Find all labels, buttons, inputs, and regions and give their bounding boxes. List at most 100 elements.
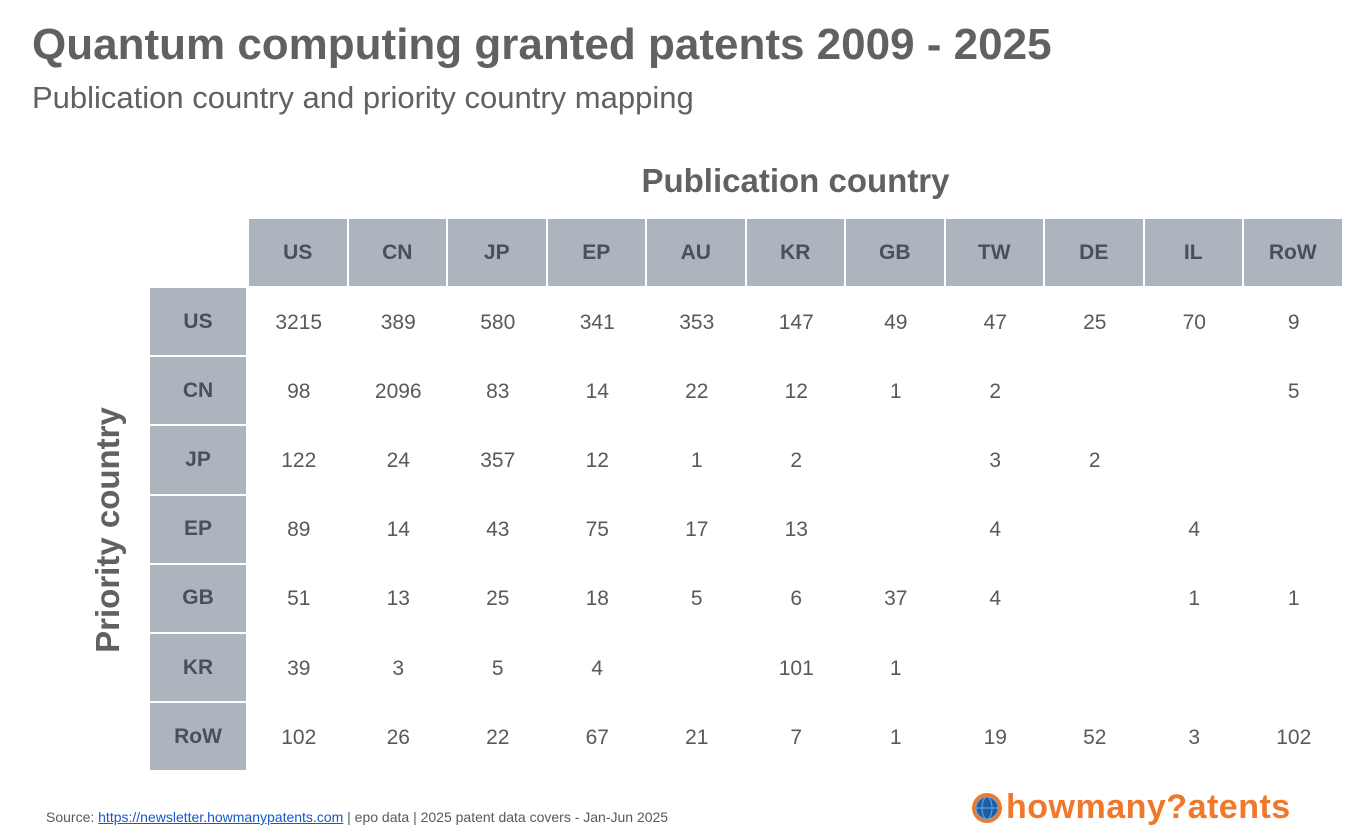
source-link[interactable]: https://newsletter.howmanypatents.com <box>98 809 343 825</box>
priority-country-axis-label: Priority country <box>89 407 127 653</box>
table-cell: 14 <box>349 496 449 565</box>
table-cell <box>946 634 1046 703</box>
row-header-us: US <box>150 288 246 355</box>
table-cell: 3 <box>946 426 1046 495</box>
table-cell: 22 <box>647 357 747 426</box>
table-cell: 2 <box>747 426 847 495</box>
source-prefix: Source: <box>46 809 98 825</box>
table-cell: 4 <box>946 565 1046 634</box>
table-cell: 24 <box>349 426 449 495</box>
row-header-ep: EP <box>150 496 246 563</box>
table-cell: 1 <box>846 634 946 703</box>
table-cell: 1 <box>846 357 946 426</box>
table-cell: 2096 <box>349 357 449 426</box>
table-cell: 357 <box>448 426 548 495</box>
table-cell: 25 <box>448 565 548 634</box>
row-header-kr: KR <box>150 634 246 701</box>
source-suffix: | epo data | 2025 patent data covers - J… <box>343 809 668 825</box>
table-cell: 3 <box>349 634 449 703</box>
table-cell <box>1145 634 1245 703</box>
col-header-ep: EP <box>548 219 646 286</box>
table-cell: 341 <box>548 288 648 357</box>
col-header-jp: JP <box>448 219 546 286</box>
table-cell: 67 <box>548 703 648 772</box>
table-cell: 4 <box>1145 496 1245 565</box>
table-cell: 43 <box>448 496 548 565</box>
col-header-us: US <box>249 219 347 286</box>
row-header-row: RoW <box>150 703 246 770</box>
publication-country-axis-label: Publication country <box>249 162 1342 200</box>
table-cell: 47 <box>946 288 1046 357</box>
table-cell: 6 <box>747 565 847 634</box>
col-header-cn: CN <box>349 219 447 286</box>
table-cell: 353 <box>647 288 747 357</box>
table-cell: 102 <box>1244 703 1344 772</box>
table-cell: 2 <box>946 357 1046 426</box>
table-cell: 580 <box>448 288 548 357</box>
table-cell: 5 <box>647 565 747 634</box>
chart-title: Quantum computing granted patents 2009 -… <box>32 20 1052 70</box>
table-cell: 12 <box>747 357 847 426</box>
table-cell: 83 <box>448 357 548 426</box>
table-cell <box>1045 496 1145 565</box>
table-cell <box>1145 426 1245 495</box>
table-cell <box>1244 634 1344 703</box>
table-cell <box>846 426 946 495</box>
table-cell: 22 <box>448 703 548 772</box>
table-cell <box>1045 357 1145 426</box>
table-cell: 1 <box>1145 565 1245 634</box>
table-cell: 89 <box>249 496 349 565</box>
table-cell <box>1045 565 1145 634</box>
table-cell: 70 <box>1145 288 1245 357</box>
table-cell: 147 <box>747 288 847 357</box>
table-cell: 75 <box>548 496 648 565</box>
table-cell <box>1045 634 1145 703</box>
table-cell <box>846 496 946 565</box>
source-footer: Source: https://newsletter.howmanypatent… <box>46 809 668 825</box>
table-cell: 14 <box>548 357 648 426</box>
table-cell: 1 <box>647 426 747 495</box>
table-cell: 1 <box>846 703 946 772</box>
table-cell: 39 <box>249 634 349 703</box>
table-cell: 21 <box>647 703 747 772</box>
table-cell: 13 <box>747 496 847 565</box>
table-cell: 12 <box>548 426 648 495</box>
table-cell: 5 <box>448 634 548 703</box>
table-cell: 5 <box>1244 357 1344 426</box>
table-cell: 101 <box>747 634 847 703</box>
col-header-kr: KR <box>747 219 845 286</box>
table-cell <box>647 634 747 703</box>
col-header-row: RoW <box>1244 219 1342 286</box>
table-cell: 18 <box>548 565 648 634</box>
table-cell <box>1145 357 1245 426</box>
table-cell: 389 <box>349 288 449 357</box>
table-cell: 19 <box>946 703 1046 772</box>
table-cell: 17 <box>647 496 747 565</box>
table-cell: 52 <box>1045 703 1145 772</box>
col-header-de: DE <box>1045 219 1143 286</box>
table-cell: 9 <box>1244 288 1344 357</box>
row-header-gb: GB <box>150 565 246 632</box>
table-cell: 98 <box>249 357 349 426</box>
table-cell: 26 <box>349 703 449 772</box>
table-cell <box>1244 426 1344 495</box>
table-cell: 4 <box>548 634 648 703</box>
row-header-cn: CN <box>150 357 246 424</box>
globe-icon <box>970 791 1004 825</box>
table-cell: 1 <box>1244 565 1344 634</box>
table-cell: 25 <box>1045 288 1145 357</box>
logo-text: howmany?atents <box>1006 788 1291 827</box>
table-cell: 4 <box>946 496 1046 565</box>
table-cell: 2 <box>1045 426 1145 495</box>
table-cell: 122 <box>249 426 349 495</box>
table-cell: 51 <box>249 565 349 634</box>
col-header-il: IL <box>1145 219 1243 286</box>
table-cell: 102 <box>249 703 349 772</box>
howmanypatents-logo: howmany?atents <box>970 788 1291 827</box>
table-cell: 3 <box>1145 703 1245 772</box>
table-cell: 3215 <box>249 288 349 357</box>
table-cell: 7 <box>747 703 847 772</box>
row-header-jp: JP <box>150 426 246 493</box>
table-cell: 13 <box>349 565 449 634</box>
col-header-tw: TW <box>946 219 1044 286</box>
